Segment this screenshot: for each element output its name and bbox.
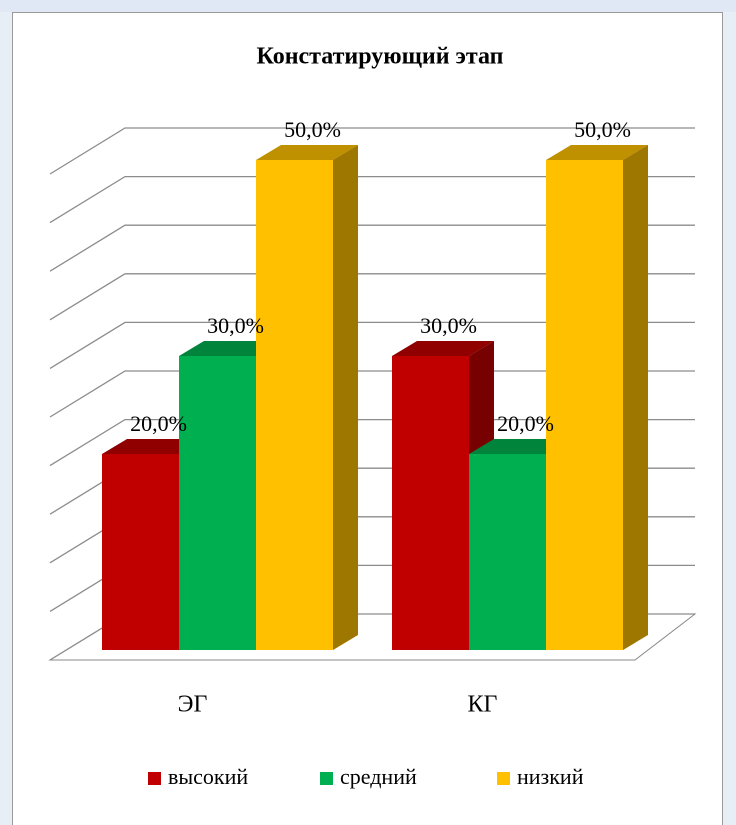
data-label: 50,0% [574,117,631,142]
data-label: 30,0% [207,313,264,338]
bar [392,356,469,650]
data-label: 50,0% [284,117,341,142]
bar-side [623,145,648,650]
grid-line [49,370,695,418]
bar-top [546,145,648,160]
bar [179,356,256,650]
legend-swatch [320,772,333,785]
legend-swatch [148,772,161,785]
bar [102,454,179,650]
bar [546,160,623,650]
grid-line [49,273,695,321]
grid-line [49,175,695,224]
bar [256,160,333,650]
x-tick-label: КГ [468,692,498,718]
legend-label: высокий [168,764,248,789]
legend-label: низкий [517,764,584,789]
chart-title: Констатирующий этап [256,44,503,70]
legend-label: средний [340,764,417,789]
bar-top [179,341,281,356]
data-label: 20,0% [130,411,187,436]
grid-line [49,418,695,467]
bar [469,454,546,650]
grid-line [49,321,695,369]
top-strip [0,0,736,12]
data-label: 30,0% [420,313,477,338]
bar-top [102,439,204,454]
bar-top [256,145,358,160]
bar-side [333,145,358,650]
data-label: 20,0% [497,411,554,436]
legend-swatch [497,772,510,785]
bar-top [469,439,571,454]
x-tick-label: ЭГ [178,692,208,718]
bar-top [392,341,494,356]
grid-line [49,224,695,272]
grid-line [49,127,695,175]
